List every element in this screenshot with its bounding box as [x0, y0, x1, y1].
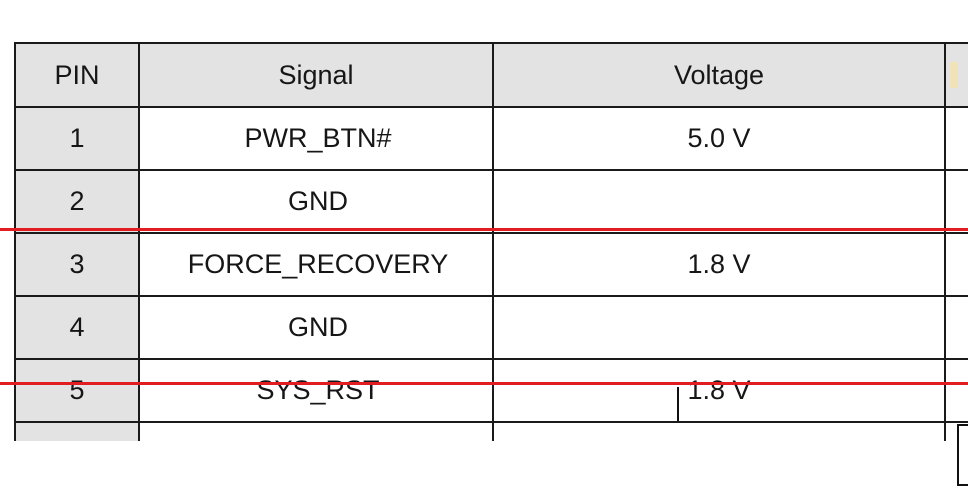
pin-number: 2 — [14, 169, 140, 234]
pin-number: 6 — [14, 421, 140, 441]
cut-off-cell — [944, 295, 968, 360]
header-pin: PIN — [14, 42, 140, 108]
header-signal: Signal — [138, 42, 494, 108]
cut-off-cell — [944, 106, 968, 171]
voltage-value — [492, 421, 946, 441]
edge-color-mark — [950, 62, 958, 88]
table-row: 5 SYS_RST 1.8 V — [14, 358, 968, 423]
table-header-row: PIN Signal Voltage — [14, 42, 968, 108]
table-viewport: PIN Signal Voltage 1 PWR_BTN# 5.0 V 2 GN… — [14, 42, 968, 441]
table-row: 2 GND — [14, 169, 968, 234]
header-voltage: Voltage — [492, 42, 946, 108]
text-cursor-mark — [677, 387, 679, 421]
pin-number: 1 — [14, 106, 140, 171]
pin-table: PIN Signal Voltage 1 PWR_BTN# 5.0 V 2 GN… — [14, 42, 968, 441]
voltage-value: 5.0 V — [492, 106, 946, 171]
voltage-value — [492, 295, 946, 360]
cut-off-cell — [944, 358, 968, 423]
table-row: 4 GND — [14, 295, 968, 360]
voltage-value — [492, 169, 946, 234]
voltage-value: 1.8 V — [492, 358, 946, 423]
table-row: 1 PWR_BTN# 5.0 V — [14, 106, 968, 171]
pin-number: 4 — [14, 295, 140, 360]
signal-name: SYS_RST — [138, 358, 494, 423]
signal-name: PWR_BTN# — [138, 106, 494, 171]
signal-name: GND — [138, 169, 494, 234]
pin-number: 3 — [14, 232, 140, 297]
signal-name: GND — [138, 295, 494, 360]
cut-off-cell — [944, 169, 968, 234]
signal-name: FORCE_RECOVERY — [138, 232, 494, 297]
table-row: 6 GND — [14, 421, 968, 441]
pin-number: 5 — [14, 358, 140, 423]
cut-off-cell — [944, 232, 968, 297]
corner-frame-fragment — [957, 424, 968, 486]
voltage-value: 1.8 V — [492, 232, 946, 297]
annotation-red-line-upper — [0, 228, 968, 231]
table-row: 3 FORCE_RECOVERY 1.8 V — [14, 232, 968, 297]
signal-name: GND — [138, 421, 494, 441]
annotation-red-line-lower — [0, 382, 968, 385]
